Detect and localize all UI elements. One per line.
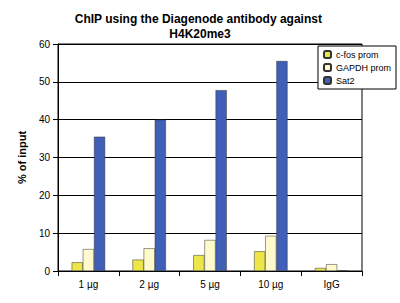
svg-text:50: 50 xyxy=(39,76,51,87)
svg-text:% of input: % of input xyxy=(16,131,28,184)
svg-text:10: 10 xyxy=(39,228,51,239)
svg-text:IgG: IgG xyxy=(324,279,340,290)
svg-text:GAPDH prom: GAPDH prom xyxy=(336,63,391,73)
svg-text:1 µg: 1 µg xyxy=(79,279,99,290)
svg-text:0: 0 xyxy=(44,266,50,277)
svg-text:10 µg: 10 µg xyxy=(258,279,283,290)
svg-text:2 µg: 2 µg xyxy=(139,279,159,290)
svg-text:H4K20me3: H4K20me3 xyxy=(169,27,231,41)
svg-text:c-fos prom: c-fos prom xyxy=(336,50,379,60)
svg-text:20: 20 xyxy=(39,190,51,201)
svg-text:5 µg: 5 µg xyxy=(200,279,220,290)
svg-text:Sat2: Sat2 xyxy=(336,76,355,86)
svg-text:60: 60 xyxy=(39,39,51,50)
svg-text:40: 40 xyxy=(39,114,51,125)
svg-text:30: 30 xyxy=(39,152,51,163)
svg-text:ChIP using the Diagenode antib: ChIP using the Diagenode antibody agains… xyxy=(75,12,325,26)
